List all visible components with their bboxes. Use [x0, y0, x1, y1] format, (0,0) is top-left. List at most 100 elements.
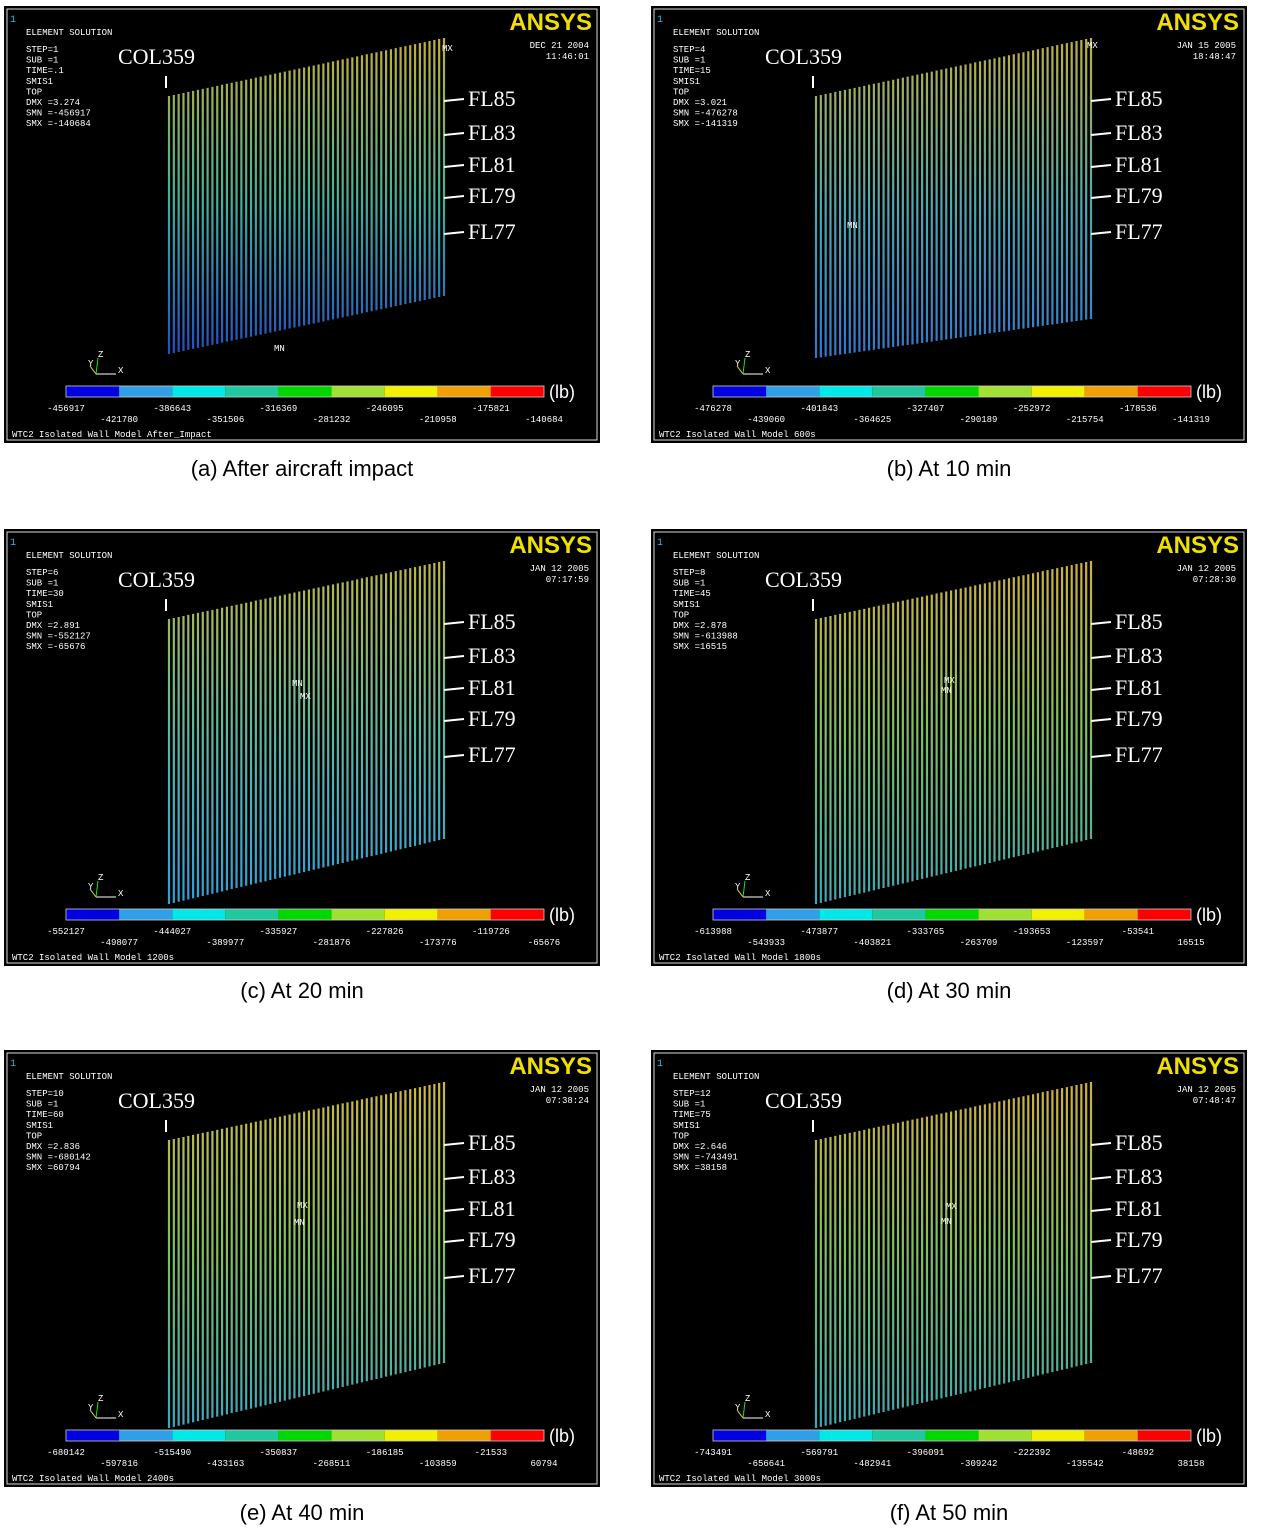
legend-swatch [819, 909, 873, 920]
triad-axis [736, 365, 744, 375]
triad-axis [89, 365, 97, 375]
legend-swatch [119, 909, 173, 920]
triad-label: Y [735, 1403, 741, 1413]
floor-label: FL77 [468, 219, 516, 244]
unit-label: (lb) [1196, 905, 1222, 925]
legend-value: 60794 [530, 1459, 557, 1469]
legend-value: -476278 [694, 404, 732, 414]
legend-swatch [925, 909, 979, 920]
info-line: DMX =2.646 [673, 1142, 727, 1152]
floor-tick [443, 718, 465, 722]
legend-value: -103859 [419, 1459, 457, 1469]
legend-swatch [766, 1430, 820, 1441]
triad-label: X [118, 889, 124, 899]
solution-title: ELEMENT SOLUTION [673, 1072, 759, 1082]
triad-label: Z [98, 350, 104, 360]
time: 11:46:01 [546, 52, 589, 62]
extreme-marker: MN [847, 221, 858, 231]
legend-swatch [490, 909, 544, 920]
legend-value: -396091 [907, 1448, 945, 1458]
floor-label: FL85 [1115, 86, 1163, 111]
unit-label: (lb) [549, 1426, 575, 1446]
floor-tick [443, 655, 465, 659]
floor-label: FL83 [1115, 1164, 1163, 1189]
footer: WTC2 Isolated Wall Model 3000s [659, 1474, 821, 1484]
triad-axis [95, 1401, 99, 1419]
legend-swatch [819, 386, 873, 397]
panel-background [4, 529, 600, 966]
legend-value: -498077 [100, 938, 138, 948]
info-line: DMX =3.274 [26, 98, 80, 108]
info-line: STEP=4 [673, 45, 705, 55]
floor-label: FL85 [468, 1130, 516, 1155]
legend-value: -210958 [419, 415, 457, 425]
legend-value: -252972 [1013, 404, 1051, 414]
footer: WTC2 Isolated Wall Model 1200s [12, 953, 174, 963]
legend-value: -680142 [47, 1448, 85, 1458]
info-line: TOP [673, 87, 689, 97]
floor-label: FL79 [1115, 183, 1163, 208]
legend-value: -178536 [1119, 404, 1157, 414]
legend-swatch [978, 386, 1032, 397]
info-line: SMN =-680142 [26, 1153, 91, 1163]
floor-tick [1090, 164, 1112, 168]
legend-value: -482941 [853, 1459, 891, 1469]
floor-label: FL83 [468, 1164, 516, 1189]
triad-axis [89, 1409, 97, 1419]
info-line: SMX =60794 [26, 1163, 80, 1173]
extreme-marker: MX [1087, 41, 1098, 51]
floor-tick [1090, 1275, 1112, 1279]
legend-swatch [490, 1430, 544, 1441]
legend-value: -119726 [472, 927, 510, 937]
info-line: SMX =-141319 [673, 119, 738, 129]
ansys-logo: ANSYS [1156, 1053, 1239, 1080]
legend-swatch [978, 909, 1032, 920]
legend-frame [65, 385, 545, 398]
floor-tick [1090, 1239, 1112, 1243]
triad-axis [742, 357, 746, 375]
legend-swatch [437, 386, 491, 397]
date: JAN 15 2005 [1177, 41, 1236, 51]
panel-border [653, 1052, 1245, 1485]
date: JAN 12 2005 [530, 564, 589, 574]
legend-value: -327407 [907, 404, 945, 414]
legend-value: -543933 [747, 938, 785, 948]
info-line: DMX =3.021 [673, 98, 727, 108]
date: DEC 21 2004 [530, 41, 589, 51]
floor-label: FL81 [468, 1196, 516, 1221]
panel-border [6, 1052, 598, 1485]
time: 07:38:24 [546, 1096, 589, 1106]
window-number: 1 [657, 1059, 663, 1070]
info-line: TOP [673, 610, 689, 620]
legend-swatch [1137, 386, 1191, 397]
extreme-marker: MX [944, 676, 955, 686]
info-line: SMIS1 [673, 1121, 700, 1131]
legend-swatch [1031, 909, 1085, 920]
legend-swatch [66, 909, 120, 920]
legend-value: -444027 [153, 927, 191, 937]
time: 07:28:30 [1193, 575, 1236, 585]
floor-tick [443, 231, 465, 235]
floor-tick [443, 1239, 465, 1243]
info-line: STEP=1 [26, 45, 58, 55]
triad-label: Y [88, 882, 94, 892]
extreme-marker: MX [297, 1201, 308, 1211]
triad-label: Z [98, 1394, 104, 1404]
extreme-marker: MN [294, 1218, 305, 1228]
extreme-marker: MN [274, 344, 285, 354]
legend-value: -263709 [960, 938, 998, 948]
legend-frame [65, 908, 545, 921]
triad-axis [89, 888, 97, 898]
info-line: SMN =-552127 [26, 632, 91, 642]
legend-swatch [925, 1430, 979, 1441]
legend-value: -515490 [153, 1448, 191, 1458]
legend-swatch [819, 1430, 873, 1441]
legend-swatch [490, 386, 544, 397]
info-line: SMIS1 [673, 77, 700, 87]
panel-border [653, 8, 1245, 441]
legend-swatch [1084, 386, 1138, 397]
floor-label: FL85 [1115, 609, 1163, 634]
legend-swatch [119, 386, 173, 397]
